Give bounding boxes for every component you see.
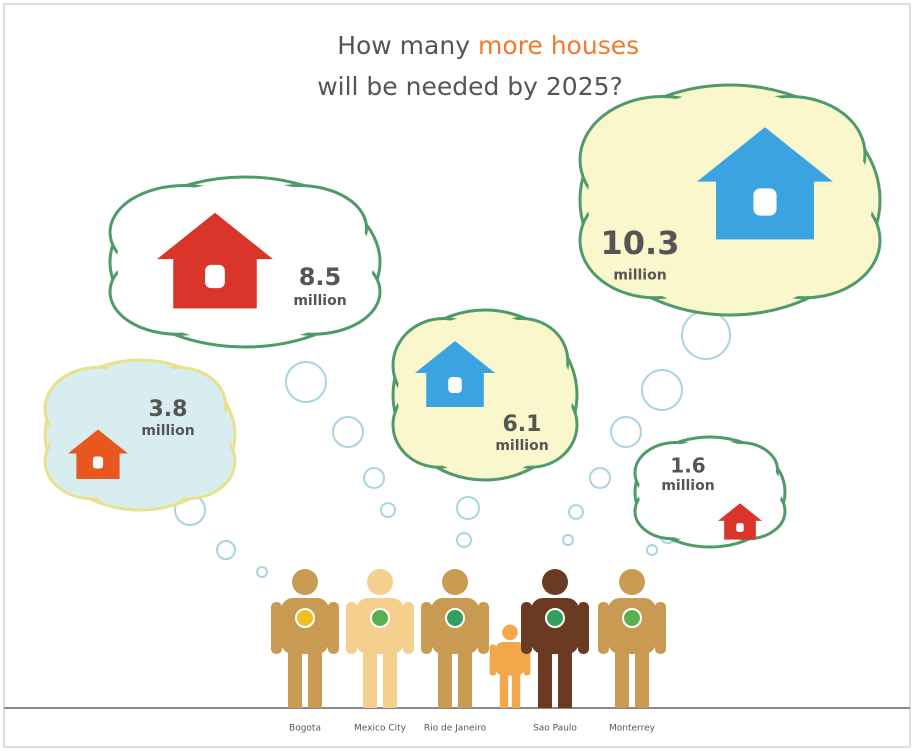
person-leg	[538, 648, 552, 708]
city-label: Sao Paulo	[533, 724, 577, 734]
thought-dot	[563, 535, 573, 545]
thought-dot	[286, 362, 326, 402]
person-arm	[328, 602, 339, 654]
cloud	[45, 360, 235, 510]
thought-dot	[217, 541, 235, 559]
flag-badge	[623, 609, 641, 627]
bubble-unit: million	[661, 478, 714, 494]
bubble-value: 6.1	[503, 412, 542, 437]
title-highlight: more houses	[478, 31, 639, 60]
house-door	[753, 188, 776, 215]
person-leg	[383, 648, 397, 708]
person-head	[542, 569, 568, 595]
city-label: Monterrey	[609, 724, 656, 734]
person-arm	[655, 602, 666, 654]
city-label: Bogota	[289, 724, 321, 734]
person-leg	[615, 648, 629, 708]
thought-dot	[682, 311, 730, 359]
thought-dot	[333, 417, 363, 447]
city-label: Rio de Janeiro	[424, 724, 487, 734]
thought-dot	[457, 533, 471, 547]
person-head	[292, 569, 318, 595]
person-leg	[363, 648, 377, 708]
person-leg	[558, 648, 572, 708]
thought-dot	[642, 370, 682, 410]
person-arm	[490, 644, 497, 675]
person-arm	[478, 602, 489, 654]
house-door	[93, 457, 103, 469]
thought-dot	[569, 505, 583, 519]
bubble-unit: million	[495, 438, 548, 454]
person-leg	[308, 648, 322, 708]
flag-badge	[296, 609, 314, 627]
person-arm	[578, 602, 589, 654]
person-leg	[500, 672, 508, 708]
bubble-value: 8.5	[299, 263, 342, 291]
person-leg	[438, 648, 452, 708]
city-label: Mexico City	[354, 724, 407, 734]
bubble-value: 10.3	[601, 224, 680, 262]
house-door	[736, 523, 743, 532]
bubble-value: 3.8	[149, 397, 188, 422]
thought-dot	[257, 567, 267, 577]
person-body	[496, 642, 525, 676]
person-head	[502, 625, 518, 641]
person-arm	[421, 602, 432, 654]
house-door	[448, 377, 462, 393]
title-line2: will be needed by 2025?	[317, 72, 623, 101]
person-leg	[458, 648, 472, 708]
infographic: How many more houses will be needed by 2…	[0, 0, 914, 751]
thought-dot	[457, 497, 479, 519]
person-arm	[598, 602, 609, 654]
person-leg	[512, 672, 520, 708]
thought-dot	[647, 545, 657, 555]
bubble-value: 1.6	[670, 454, 705, 478]
person-arm	[271, 602, 282, 654]
flag-badge	[371, 609, 389, 627]
house-door	[205, 265, 225, 288]
bubble-unit: million	[293, 293, 346, 309]
person-head	[619, 569, 645, 595]
person-head	[442, 569, 468, 595]
thought-dot	[364, 468, 384, 488]
person-arm	[403, 602, 414, 654]
thought-dot	[381, 503, 395, 517]
flag-badge	[546, 609, 564, 627]
title-start: How many	[337, 31, 470, 60]
person-leg	[288, 648, 302, 708]
thought-dot	[611, 417, 641, 447]
person-arm	[346, 602, 357, 654]
thought-dot	[590, 468, 610, 488]
bubble-unit: million	[613, 267, 666, 283]
person-head	[367, 569, 393, 595]
flag-badge	[446, 609, 464, 627]
bubble-unit: million	[141, 423, 194, 439]
cloud	[393, 310, 577, 480]
person-leg	[635, 648, 649, 708]
person-arm	[521, 602, 532, 654]
